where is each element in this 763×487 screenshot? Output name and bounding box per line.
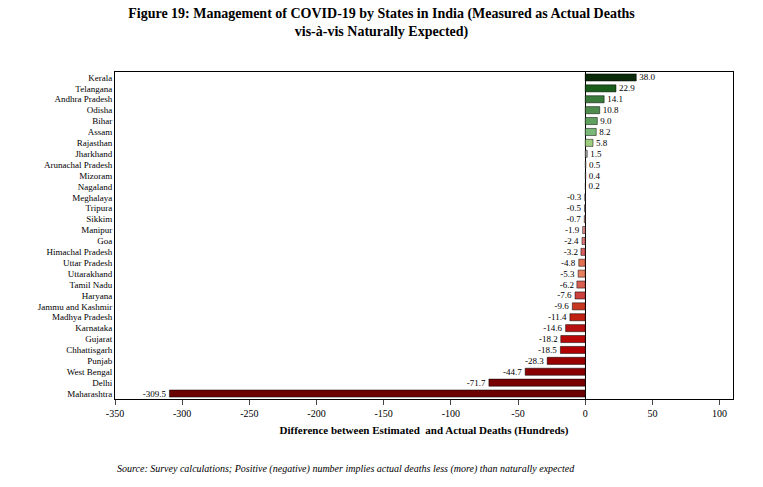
svg-text:Chhattisgarh: Chhattisgarh bbox=[66, 345, 112, 355]
svg-text:10.8: 10.8 bbox=[603, 105, 619, 115]
svg-text:Nagaland: Nagaland bbox=[78, 182, 113, 192]
svg-text:Karnataka: Karnataka bbox=[75, 323, 112, 333]
svg-text:-150: -150 bbox=[375, 408, 393, 419]
svg-text:1.5: 1.5 bbox=[590, 149, 602, 159]
svg-text:Kerala: Kerala bbox=[88, 73, 112, 83]
svg-text:Sikkim: Sikkim bbox=[86, 214, 112, 224]
svg-text:Meghalaya: Meghalaya bbox=[72, 193, 112, 203]
svg-text:Jharkhand: Jharkhand bbox=[75, 149, 112, 159]
svg-text:Mizoram: Mizoram bbox=[79, 171, 112, 181]
svg-text:-44.7: -44.7 bbox=[503, 367, 522, 377]
svg-text:Haryana: Haryana bbox=[82, 291, 112, 301]
svg-text:-14.6: -14.6 bbox=[543, 323, 562, 333]
svg-text:Delhi: Delhi bbox=[92, 378, 112, 388]
svg-text:Source: Survey calculations; P: Source: Survey calculations; Positive (n… bbox=[117, 463, 575, 475]
svg-text:-3.2: -3.2 bbox=[564, 247, 578, 257]
svg-text:West Bengal: West Bengal bbox=[67, 367, 113, 377]
svg-text:Tamil Nadu: Tamil Nadu bbox=[70, 280, 113, 290]
svg-text:Andhra Pradesh: Andhra Pradesh bbox=[54, 94, 112, 104]
svg-text:Assam: Assam bbox=[88, 127, 113, 137]
svg-text:Difference between Estimated: Difference between Estimated and Actual … bbox=[280, 424, 569, 437]
svg-text:-0.5: -0.5 bbox=[567, 203, 582, 213]
svg-text:5.8: 5.8 bbox=[596, 138, 608, 148]
svg-text:50: 50 bbox=[647, 408, 657, 419]
svg-text:-309.5: -309.5 bbox=[143, 389, 167, 399]
svg-text:38.0: 38.0 bbox=[639, 72, 655, 82]
svg-text:-4.8: -4.8 bbox=[561, 258, 576, 268]
svg-text:Gujarat: Gujarat bbox=[85, 334, 112, 344]
svg-text:-18.5: -18.5 bbox=[538, 345, 557, 355]
svg-text:-0.3: -0.3 bbox=[567, 192, 582, 202]
svg-text:-18.2: -18.2 bbox=[539, 334, 558, 344]
svg-text:0: 0 bbox=[583, 408, 588, 419]
svg-text:-250: -250 bbox=[240, 408, 258, 419]
svg-text:Madhya Pradesh: Madhya Pradesh bbox=[52, 312, 113, 322]
svg-text:Himachal Pradesh: Himachal Pradesh bbox=[46, 247, 112, 257]
svg-text:Arunachal Pradesh: Arunachal Pradesh bbox=[44, 160, 113, 170]
svg-text:22.9: 22.9 bbox=[619, 83, 635, 93]
svg-text:Jammu and Kashmir: Jammu and Kashmir bbox=[38, 302, 113, 312]
svg-text:0.4: 0.4 bbox=[589, 171, 601, 181]
svg-text:-50: -50 bbox=[511, 408, 524, 419]
svg-text:Goa: Goa bbox=[97, 236, 112, 246]
svg-text:-200: -200 bbox=[307, 408, 325, 419]
svg-text:-11.4: -11.4 bbox=[548, 312, 567, 322]
svg-text:Maharashtra: Maharashtra bbox=[67, 389, 112, 399]
svg-text:100: 100 bbox=[712, 408, 727, 419]
svg-text:-1.9: -1.9 bbox=[565, 225, 580, 235]
svg-text:Uttar Pradesh: Uttar Pradesh bbox=[63, 258, 113, 268]
svg-text:-9.6: -9.6 bbox=[555, 301, 570, 311]
svg-text:Uttarakhand: Uttarakhand bbox=[68, 269, 113, 279]
svg-text:0.5: 0.5 bbox=[589, 160, 601, 170]
svg-text:8.2: 8.2 bbox=[599, 127, 610, 137]
svg-text:Figure 19: Management of COVID: Figure 19: Management of COVID-19 by Sta… bbox=[128, 6, 635, 40]
svg-text:-350: -350 bbox=[106, 408, 124, 419]
svg-text:-5.3: -5.3 bbox=[560, 269, 575, 279]
svg-text:-6.2: -6.2 bbox=[560, 280, 574, 290]
svg-text:14.1: 14.1 bbox=[607, 94, 623, 104]
svg-text:-71.7: -71.7 bbox=[467, 378, 486, 388]
svg-text:Tripura: Tripura bbox=[86, 203, 113, 213]
svg-text:0.2: 0.2 bbox=[588, 181, 599, 191]
svg-text:-7.6: -7.6 bbox=[557, 290, 572, 300]
svg-text:Rajasthan: Rajasthan bbox=[77, 138, 113, 148]
svg-text:9.0: 9.0 bbox=[600, 116, 612, 126]
svg-text:-100: -100 bbox=[442, 408, 460, 419]
svg-text:Manipur: Manipur bbox=[81, 225, 112, 235]
svg-text:Telangana: Telangana bbox=[75, 84, 112, 94]
svg-text:-28.3: -28.3 bbox=[525, 356, 544, 366]
svg-text:Punjab: Punjab bbox=[87, 356, 113, 366]
svg-text:Odisha: Odisha bbox=[87, 105, 113, 115]
svg-text:-2.4: -2.4 bbox=[564, 236, 579, 246]
svg-text:-300: -300 bbox=[173, 408, 191, 419]
svg-text:-0.7: -0.7 bbox=[567, 214, 582, 224]
svg-text:Bihar: Bihar bbox=[92, 116, 112, 126]
